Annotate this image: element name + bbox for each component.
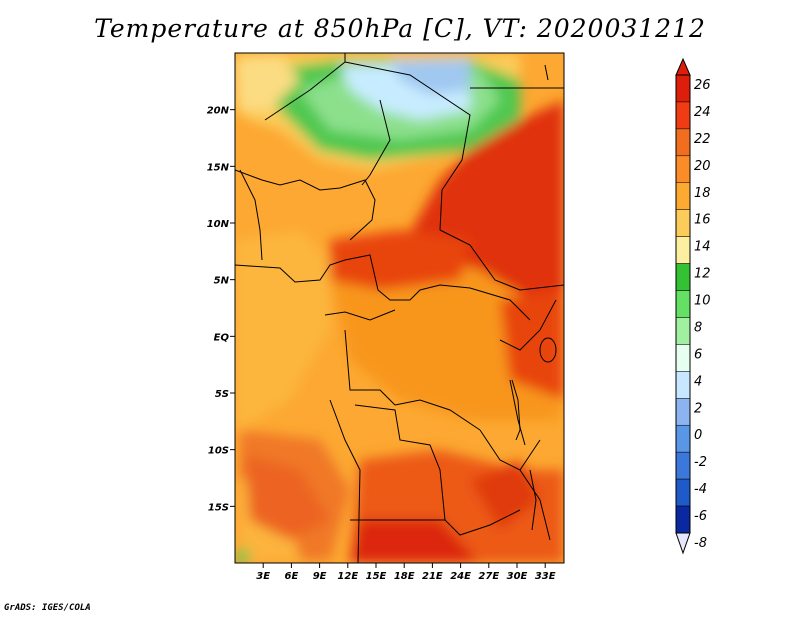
lat-tick-label: 5S <box>215 389 229 400</box>
colorbar-label: 4 <box>694 374 702 389</box>
colorbar-segment <box>675 155 691 184</box>
lat-tick-label: 15S <box>208 502 229 513</box>
colorbar-label: 2 <box>694 401 702 416</box>
lon-tick-label: 21E <box>422 571 443 582</box>
country-borders <box>235 53 564 563</box>
colorbar-segment <box>675 424 691 453</box>
temperature-field <box>235 53 564 563</box>
lon-tick-label: 12E <box>337 571 358 582</box>
colorbar-label: 22 <box>694 132 711 147</box>
colorbar-label: -4 <box>694 482 707 497</box>
colorbar-label: 12 <box>694 267 711 282</box>
colorbar-label: 18 <box>694 186 711 201</box>
colorbar-frame <box>675 74 691 534</box>
colorbar-segment <box>675 101 691 130</box>
colorbar-segment <box>675 128 691 157</box>
colorbar-top-arrow <box>675 57 691 76</box>
colorbar-label: -6 <box>694 509 707 524</box>
colorbar-segment <box>675 182 691 210</box>
colorbar-label: 16 <box>694 213 711 228</box>
lon-tick-label: 30E <box>507 571 528 582</box>
colorbar-segment <box>675 398 691 426</box>
colorbar-label: 10 <box>694 294 711 309</box>
colorbar-segment <box>675 505 691 534</box>
lat-tick-label: 10S <box>208 446 229 457</box>
colorbar-label: -8 <box>694 536 707 551</box>
colorbar-label: 14 <box>694 240 711 255</box>
colorbar-segment <box>675 74 691 103</box>
lat-tick-label: 15N <box>207 162 230 173</box>
lat-tick-label: 20N <box>207 106 230 117</box>
lat-tick-label: 10N <box>207 219 230 230</box>
colorbar-segment <box>675 478 691 507</box>
colorbar-bottom-arrow <box>675 532 691 555</box>
colorbar-segment <box>675 290 691 318</box>
colorbar-segment <box>675 263 691 291</box>
lon-tick-label: 9E <box>313 571 327 582</box>
lat-tick-label: EQ <box>214 332 230 343</box>
colorbar-label: -2 <box>694 455 707 470</box>
lon-tick-label: 6E <box>285 571 299 582</box>
colorbar-segment <box>675 209 691 237</box>
lon-tick-label: 15E <box>366 571 387 582</box>
colorbar-segment <box>675 236 691 264</box>
lake-outlines <box>511 64 557 531</box>
latitude-axis: 20N 15N 10N 5N EQ 5S 10S 15S <box>207 106 235 513</box>
lat-tick-label: 5N <box>214 276 230 287</box>
colorbar-segment <box>675 451 691 480</box>
map-title: Temperature at 850hPa [C], VT: 202003121… <box>94 14 706 43</box>
colorbar-label: 20 <box>694 159 711 174</box>
colorbar-label: 24 <box>694 105 711 120</box>
colorbar-label: 26 <box>694 78 711 93</box>
colorbar-label: 0 <box>694 428 702 443</box>
lon-tick-label: 27E <box>478 571 499 582</box>
colorbar-segment <box>675 344 691 372</box>
lon-tick-label: 3E <box>256 571 270 582</box>
credit-text: GrADS: IGES/COLA <box>4 603 91 613</box>
lon-tick-label: 24E <box>450 571 471 582</box>
lon-tick-label: 33E <box>535 571 556 582</box>
colorbar-segment <box>675 371 691 399</box>
map-frame <box>234 52 565 564</box>
lon-tick-label: 18E <box>394 571 415 582</box>
longitude-axis: 3E 6E 9E 12E 15E 18E 21E 24E 27E 30E 33E <box>256 563 556 582</box>
colorbar-segment <box>675 317 691 345</box>
colorbar-label: 6 <box>694 347 702 362</box>
colorbar-label: 8 <box>694 320 702 335</box>
